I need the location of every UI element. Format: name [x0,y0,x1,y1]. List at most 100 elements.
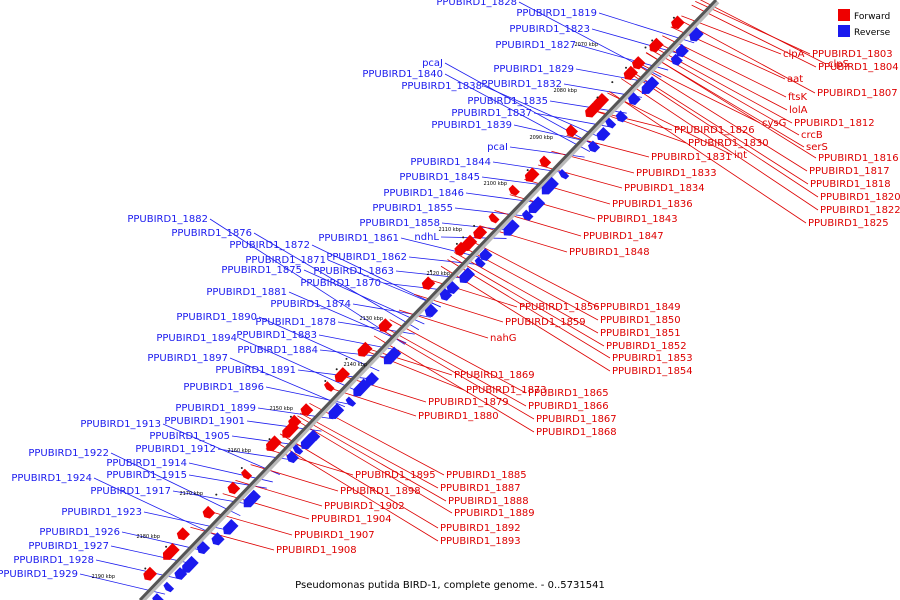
gene-label: clpA [783,49,805,60]
gene-label: PPUBIRD1_1840 [362,69,443,80]
tick-label: 2090 kbp [529,135,553,141]
gene-label: int [734,150,747,161]
label-leader [440,236,507,239]
gene-feature [202,505,216,519]
gene-label: PPUBIRD1_1845 [399,172,480,183]
gene-label: PPUBIRD1_1861 [318,233,399,244]
gene-label: PPUBIRD1_1923 [61,507,142,518]
legend: Forward Reverse [838,9,891,38]
label-leader [444,73,591,152]
gene-label: PPUBIRD1_1849 [600,302,681,313]
gene-label: PPUBIRD1_1865 [528,388,609,399]
gene-feature [670,53,683,66]
gene-label: PPUBIRD1_1924 [11,473,92,484]
label-leader [566,135,650,158]
legend-forward-swatch [838,9,850,21]
feature-dot [335,368,338,371]
gene-label: PPUBIRD1_1869 [454,370,535,381]
legend-reverse-label: Reverse [854,28,891,38]
gene-label: PPUBIRD1_1893 [440,536,521,547]
gene-label: PPUBIRD1_1902 [324,501,405,512]
feature-dot [240,467,243,469]
label-leader [363,346,453,376]
gene-feature [292,444,304,455]
gene-feature [503,219,520,236]
gene-feature [243,489,261,508]
tick-label: 2070 kbp [574,42,598,48]
label-leader [238,337,360,393]
gene-label: PPUBIRD1_1819 [516,8,597,19]
tick-label: 2120 kbp [426,271,450,277]
gene-feature [282,420,300,438]
gene-feature [605,117,617,129]
gene-label: PPUBIRD1_1807 [817,88,898,99]
gene-feature [479,248,493,261]
gene-feature [632,56,646,70]
gene-label: PPUBIRD1_1879 [428,397,509,408]
gene-label: PPUBIRD1_1883 [236,330,317,341]
gene-label: PPUBIRD1_1835 [467,96,548,107]
gene-feature [378,318,393,333]
gene-label: PPUBIRD1_1891 [215,365,296,376]
gene-label: crcB [801,130,823,141]
gene-label: pcaJ [422,58,443,69]
gene-label: aat [787,74,803,85]
gene-feature [649,37,664,53]
gene-feature [227,481,241,495]
gene-feature [345,396,357,407]
gene-label: PPUBIRD1_1866 [528,401,609,412]
gene-feature [596,127,611,141]
feature-dot [596,96,599,99]
gene-label: PPUBIRD1_1852 [606,341,687,352]
tick-label: 2170 kbp [179,491,203,497]
label-leader [620,78,819,211]
tick-label: 2140 kbp [343,362,367,368]
label-leader [389,319,527,394]
gene-feature [439,288,453,301]
gene-label: PPUBIRD1_1895 [355,470,436,481]
gene-feature [300,403,314,416]
gene-label: PPUBIRD1_1882 [127,214,208,225]
gene-feature [671,15,685,30]
gene-feature [324,381,335,392]
label-leader [450,255,605,347]
gene-feature [558,169,570,180]
gene-features [143,15,704,600]
gene-label: PPUBIRD1_1846 [383,188,464,199]
label-leader [273,440,439,542]
gene-label: PPUBIRD1_1907 [294,530,375,541]
gene-label: PPUBIRD1_1834 [624,183,705,194]
feature-dot [644,46,647,49]
label-leader [297,415,447,502]
feature-dot [526,169,529,172]
label-leader [467,238,599,308]
gene-feature [196,541,211,555]
label-leader [551,150,635,174]
label-leader [373,335,535,433]
gene-label: PPUBIRD1_1832 [481,79,562,90]
feature-dot [455,242,458,245]
gene-label: PPUBIRD1_1894 [156,333,237,344]
scale-ticks: 2070 kbp 2080 kbp 2090 kbp 2100 kbp 2110 kbp… [91,42,598,580]
gene-label: PPUBIRD1_1897 [147,353,228,364]
label-leader [299,412,439,489]
label-leader [294,418,453,514]
tick-label: 2080 kbp [553,88,577,94]
gene-label: PPUBIRD1_1889 [454,508,535,519]
gene-feature [328,403,345,419]
label-leader [636,61,761,124]
gene-label: PPUBIRD1_1881 [206,287,287,298]
gene-label: PPUBIRD1_1837 [451,108,532,119]
gene-feature [286,450,299,464]
label-leader [288,291,407,344]
tick-label: 2150 kbp [269,406,293,412]
gene-label: PPUBIRD1_1816 [818,153,899,164]
gene-label: PPUBIRD1_1848 [569,247,650,258]
gene-feature [182,555,199,573]
gene-label: PPUBIRD1_1826 [674,125,755,136]
gene-label: PPUBIRD1_1914 [106,458,187,469]
gene-feature [565,124,578,137]
gene-feature [353,378,371,397]
label-leader [93,477,220,538]
gene-label: pcaI [487,142,508,153]
